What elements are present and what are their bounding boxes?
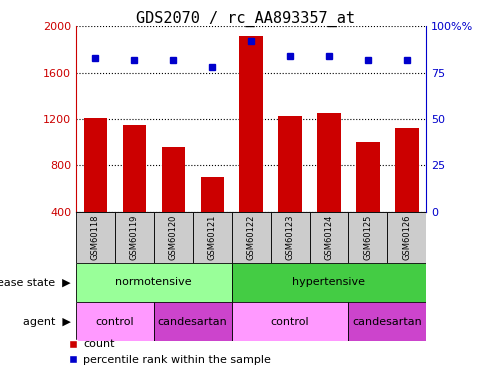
Bar bbox=[154, 302, 232, 341]
Text: GSM60118: GSM60118 bbox=[91, 214, 100, 260]
Bar bbox=[232, 262, 426, 302]
Bar bbox=[318, 113, 341, 212]
Bar bbox=[356, 142, 380, 212]
Text: candesartan: candesartan bbox=[158, 316, 228, 327]
Bar bbox=[76, 262, 232, 302]
Text: GSM60123: GSM60123 bbox=[286, 214, 294, 260]
Text: GSM60120: GSM60120 bbox=[169, 214, 178, 260]
Text: GSM60124: GSM60124 bbox=[324, 214, 334, 260]
Bar bbox=[200, 177, 224, 212]
Bar bbox=[115, 212, 154, 262]
Bar bbox=[154, 212, 193, 262]
Bar bbox=[270, 212, 310, 262]
Text: control: control bbox=[96, 316, 134, 327]
Text: control: control bbox=[271, 316, 309, 327]
Bar bbox=[348, 212, 388, 262]
Bar bbox=[278, 116, 302, 212]
Text: GSM60125: GSM60125 bbox=[364, 214, 372, 260]
Bar bbox=[240, 36, 263, 212]
Bar bbox=[395, 128, 418, 212]
Bar bbox=[388, 212, 426, 262]
Text: GSM60122: GSM60122 bbox=[246, 214, 256, 260]
Text: GSM60119: GSM60119 bbox=[130, 214, 139, 260]
Text: candesartan: candesartan bbox=[352, 316, 422, 327]
Bar bbox=[76, 302, 154, 341]
Text: GSM60121: GSM60121 bbox=[208, 214, 217, 260]
Text: GSM60126: GSM60126 bbox=[402, 214, 411, 260]
Bar bbox=[232, 302, 348, 341]
Text: disease state  ▶: disease state ▶ bbox=[0, 277, 71, 287]
Bar bbox=[348, 302, 426, 341]
Bar bbox=[193, 212, 232, 262]
Text: normotensive: normotensive bbox=[116, 277, 192, 287]
Bar bbox=[232, 212, 270, 262]
Bar bbox=[122, 125, 146, 212]
Text: agent  ▶: agent ▶ bbox=[23, 316, 71, 327]
Text: hypertensive: hypertensive bbox=[293, 277, 366, 287]
Bar bbox=[76, 212, 115, 262]
Legend: count, percentile rank within the sample: count, percentile rank within the sample bbox=[64, 335, 275, 369]
Bar bbox=[310, 212, 348, 262]
Text: GDS2070 / rc_AA893357_at: GDS2070 / rc_AA893357_at bbox=[136, 11, 354, 27]
Bar bbox=[84, 118, 107, 212]
Bar bbox=[162, 147, 185, 212]
